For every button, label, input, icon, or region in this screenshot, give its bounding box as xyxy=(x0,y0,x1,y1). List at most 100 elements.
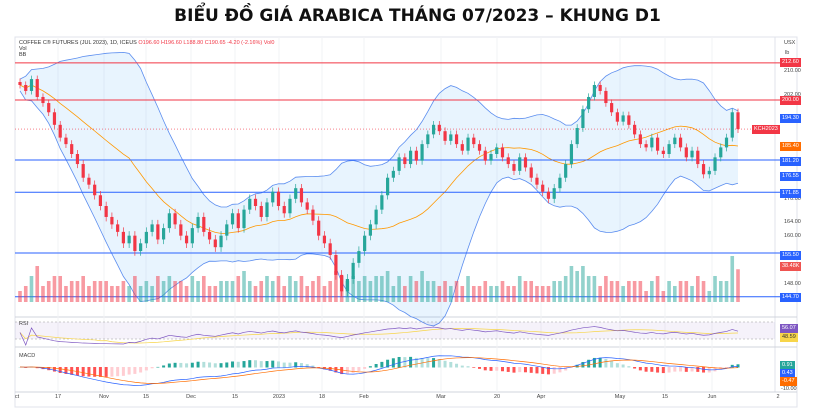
volume-bar xyxy=(695,276,700,302)
candle-body xyxy=(24,84,28,91)
bb-upper-tag: 194.30 xyxy=(780,114,801,123)
macd-histogram-bar xyxy=(213,363,217,368)
ma-tag: 185.40 xyxy=(780,142,801,151)
volume-bar xyxy=(190,276,195,302)
candle-body xyxy=(506,157,510,165)
volume-bar xyxy=(156,276,160,302)
macd-histogram-bar xyxy=(179,362,183,368)
volume-bar xyxy=(707,291,712,302)
price-tick: 210.00 xyxy=(784,68,801,74)
candle-body xyxy=(196,216,200,229)
candle-body xyxy=(558,177,562,189)
candle-body xyxy=(633,124,637,135)
volume-bar xyxy=(575,271,579,302)
macd-histogram-bar xyxy=(581,362,585,368)
macd-histogram-bar xyxy=(633,367,637,369)
macd-histogram-bar xyxy=(455,363,459,368)
volume-bar xyxy=(512,286,516,302)
volume-bar xyxy=(638,281,643,302)
volume-bar xyxy=(673,286,677,302)
volume-bar xyxy=(494,286,499,302)
resistance-tag: 212.60 xyxy=(780,58,801,67)
macd-histogram-bar xyxy=(650,367,654,372)
candle-body xyxy=(426,134,430,145)
candle-body xyxy=(116,224,120,232)
rsi-tag: 56.07 xyxy=(780,324,798,333)
macd-histogram-bar xyxy=(121,367,125,376)
volume-bar xyxy=(615,281,620,302)
candle-body xyxy=(282,206,286,214)
macd-histogram-bar xyxy=(185,363,189,368)
candle-body xyxy=(443,131,447,141)
candle-body xyxy=(162,228,166,240)
macd-hist-tag: 0.91 xyxy=(780,361,795,370)
macd-histogram-bar xyxy=(254,360,258,368)
x-tick: 2023 xyxy=(272,394,286,400)
candle-body xyxy=(127,235,131,244)
candle-body xyxy=(420,144,424,161)
volume-bar xyxy=(523,281,528,302)
x-tick: Mar xyxy=(436,394,446,400)
macd-histogram-bar xyxy=(167,363,171,368)
volume-bar xyxy=(454,281,459,302)
macd-histogram-bar xyxy=(713,367,717,372)
macd-histogram-bar xyxy=(351,367,355,373)
macd-histogram-bar xyxy=(93,367,97,377)
macd-histogram-bar xyxy=(219,363,223,368)
macd-histogram-bar xyxy=(673,367,677,372)
candle-body xyxy=(472,137,476,145)
candle-body xyxy=(489,154,493,161)
volume-bar xyxy=(621,286,625,302)
x-tick: 20 xyxy=(493,394,501,400)
macd-histogram-bar xyxy=(656,367,660,373)
volume-bar xyxy=(92,281,97,302)
legend-symbol: COFFEE C® FUTURES (JUL 2023), 1D, ICEUS xyxy=(19,40,137,46)
candle-body xyxy=(299,188,304,203)
macd-histogram-bar xyxy=(432,358,436,368)
support-tag: 171.85 xyxy=(780,189,801,198)
volume-bar xyxy=(391,286,396,302)
volume-bar xyxy=(179,281,183,302)
candle-body xyxy=(271,191,275,203)
macd-line xyxy=(19,355,739,386)
signal-line xyxy=(19,357,739,384)
macd-histogram-bar xyxy=(64,367,68,374)
volume-bar xyxy=(408,276,413,302)
candle-body xyxy=(35,79,39,97)
volume-bar xyxy=(288,276,292,302)
x-tick: ct xyxy=(14,394,20,400)
volume-tag: 38.48K xyxy=(780,262,802,271)
candle-body xyxy=(380,195,384,210)
candle-body xyxy=(500,147,505,158)
volume-bar xyxy=(236,276,241,302)
macd-histogram-bar xyxy=(87,367,91,377)
volume-bar xyxy=(150,286,154,302)
candle-body xyxy=(431,124,436,135)
candle-body xyxy=(495,147,499,155)
x-tick: Jun xyxy=(707,394,717,400)
candle-body xyxy=(621,115,625,122)
macd-histogram-bar xyxy=(644,367,648,372)
volume-bar xyxy=(397,276,401,302)
candle-body xyxy=(265,202,269,217)
candle-body xyxy=(518,157,522,171)
candle-body xyxy=(64,137,68,145)
resistance-tag: 200.00 xyxy=(780,96,801,105)
candle-body xyxy=(219,235,223,248)
macd-histogram-bar xyxy=(564,367,568,371)
x-tick: 15 xyxy=(142,394,150,400)
candle-body xyxy=(70,144,74,155)
candle-body xyxy=(305,202,309,210)
volume-bar xyxy=(167,276,172,302)
volume-bar xyxy=(98,281,103,302)
volume-bar xyxy=(690,286,694,302)
candle-body xyxy=(466,137,470,151)
candle-body xyxy=(690,150,694,158)
volume-bar xyxy=(110,286,114,302)
volume-bar xyxy=(443,281,447,302)
candle-body xyxy=(139,243,143,252)
volume-bar xyxy=(581,266,585,302)
x-tick: Apr xyxy=(536,394,546,400)
